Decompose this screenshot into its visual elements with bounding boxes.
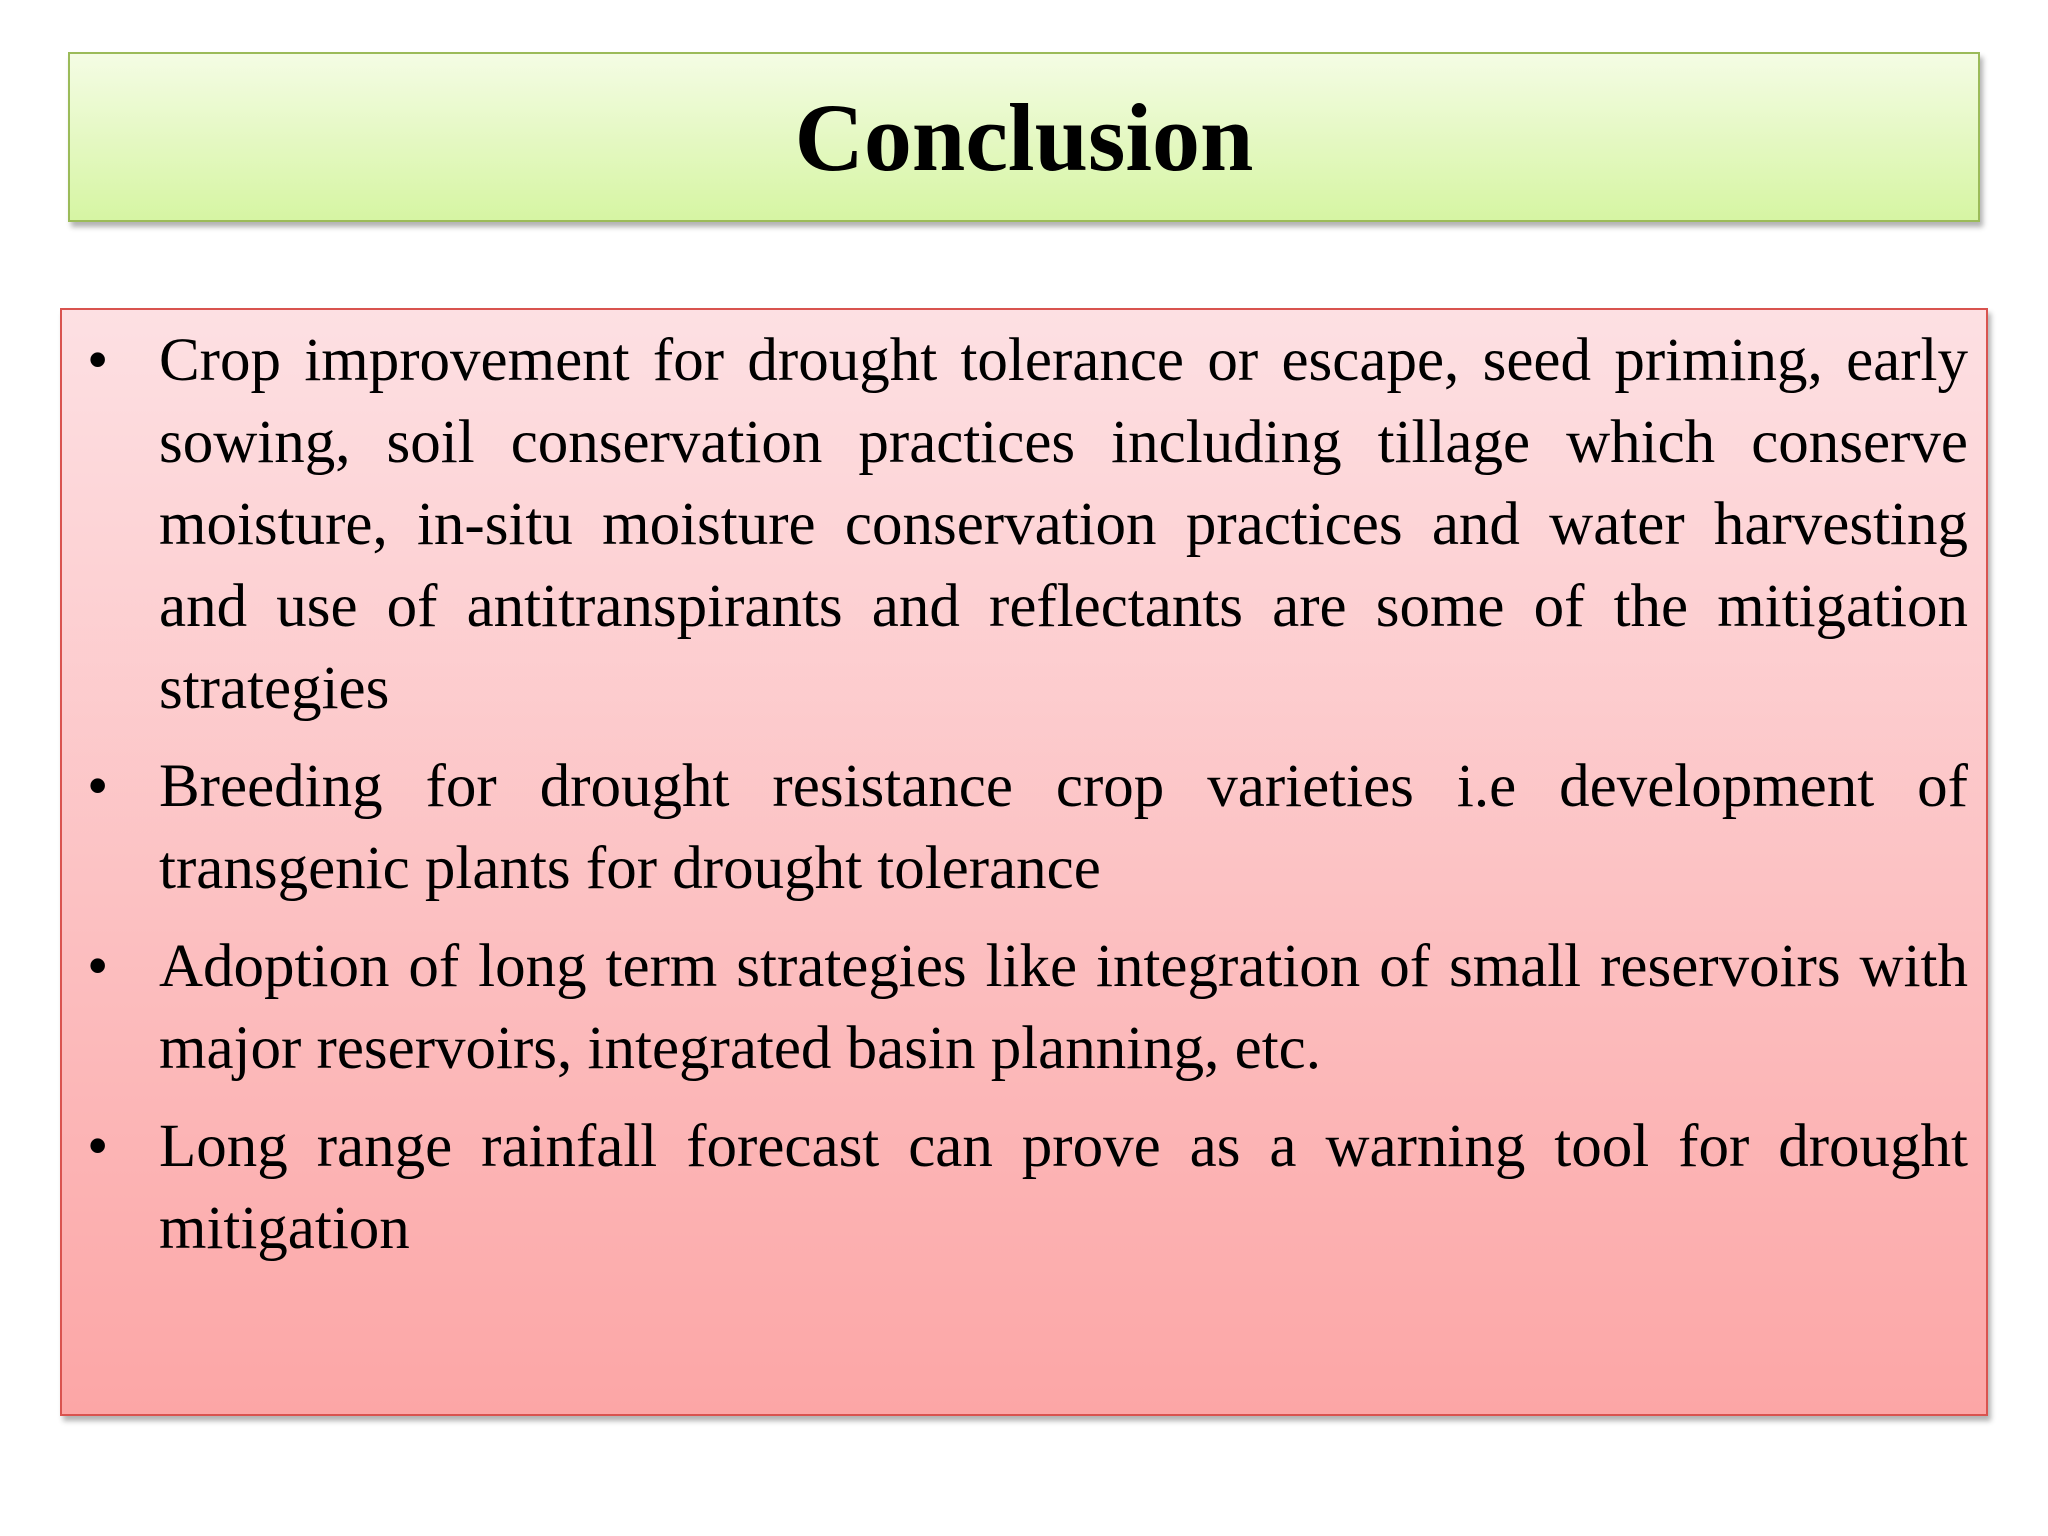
bullet-item: Adoption of long term strategies like in… [87,926,1968,1090]
bullet-item: Breeding for drought resistance crop var… [87,746,1968,910]
bullet-item: Long range rainfall forecast can prove a… [87,1106,1968,1270]
slide-title: Conclusion [794,83,1254,191]
title-banner: Conclusion [68,52,1980,222]
content-panel: Crop improvement for drought tolerance o… [60,308,1988,1416]
bullet-item: Crop improvement for drought tolerance o… [87,320,1968,730]
bullet-list: Crop improvement for drought tolerance o… [62,320,1968,1270]
